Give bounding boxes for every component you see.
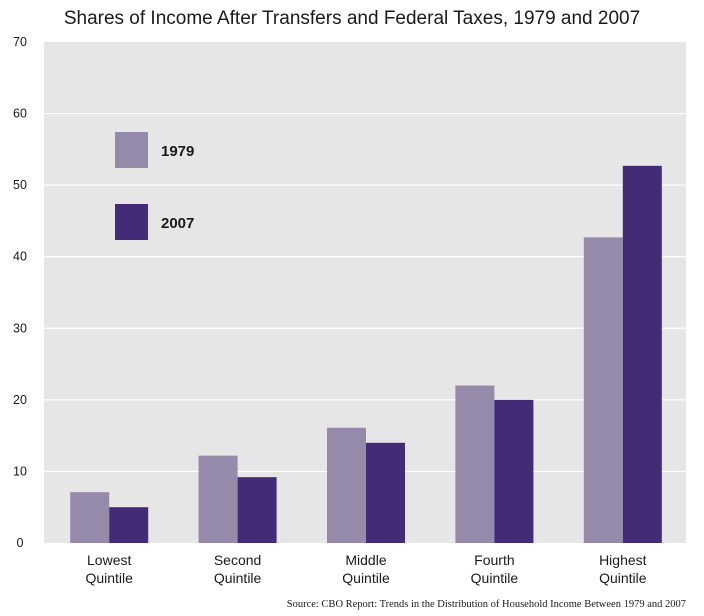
bar-2007 [494,399,534,543]
y-tick-label: 50 [13,178,27,192]
y-axis: 0 10 20 30 40 50 60 70 [13,35,27,550]
bar-1979 [583,237,623,543]
legend-label: 1979 [161,143,194,160]
y-tick-label: 0 [17,536,24,550]
x-tick-label: Middle [345,552,386,568]
bar-1979 [455,385,495,543]
legend: 1979 2007 [115,132,194,240]
x-tick-label: Quintile [599,570,647,586]
chart-title: Shares of Income After Transfers and Fed… [64,8,640,29]
legend-label: 2007 [161,215,194,232]
x-tick-label: Fourth [474,552,514,568]
y-tick-label: 20 [13,393,27,407]
x-tick-label: Quintile [85,570,133,586]
source-note: Source: CBO Report: Trends in the Distri… [287,599,686,610]
y-tick-label: 70 [13,35,27,49]
bar-2007 [366,442,405,543]
x-tick-label: Second [214,552,261,568]
legend-swatch [115,132,148,168]
bar-1979 [70,492,110,543]
gridlines [44,112,686,473]
y-tick-label: 30 [13,321,27,335]
bars [70,165,662,543]
y-tick-label: 60 [13,107,27,121]
x-axis: Lowest Quintile Second Quintile Middle Quinti… [85,552,646,586]
x-tick-label: Quintile [214,570,262,586]
bar-1979 [198,455,238,543]
x-tick-label: Highest [599,552,647,568]
x-tick-label: Lowest [87,552,131,568]
bar-2007 [237,477,277,543]
x-tick-label: Quintile [342,570,390,586]
bar-1979 [327,427,366,543]
y-tick-label: 10 [13,464,27,478]
bar-2007 [622,165,662,543]
bar-2007 [109,507,149,543]
x-tick-label: Quintile [471,570,519,586]
legend-swatch [115,204,148,240]
y-tick-label: 40 [13,250,27,264]
